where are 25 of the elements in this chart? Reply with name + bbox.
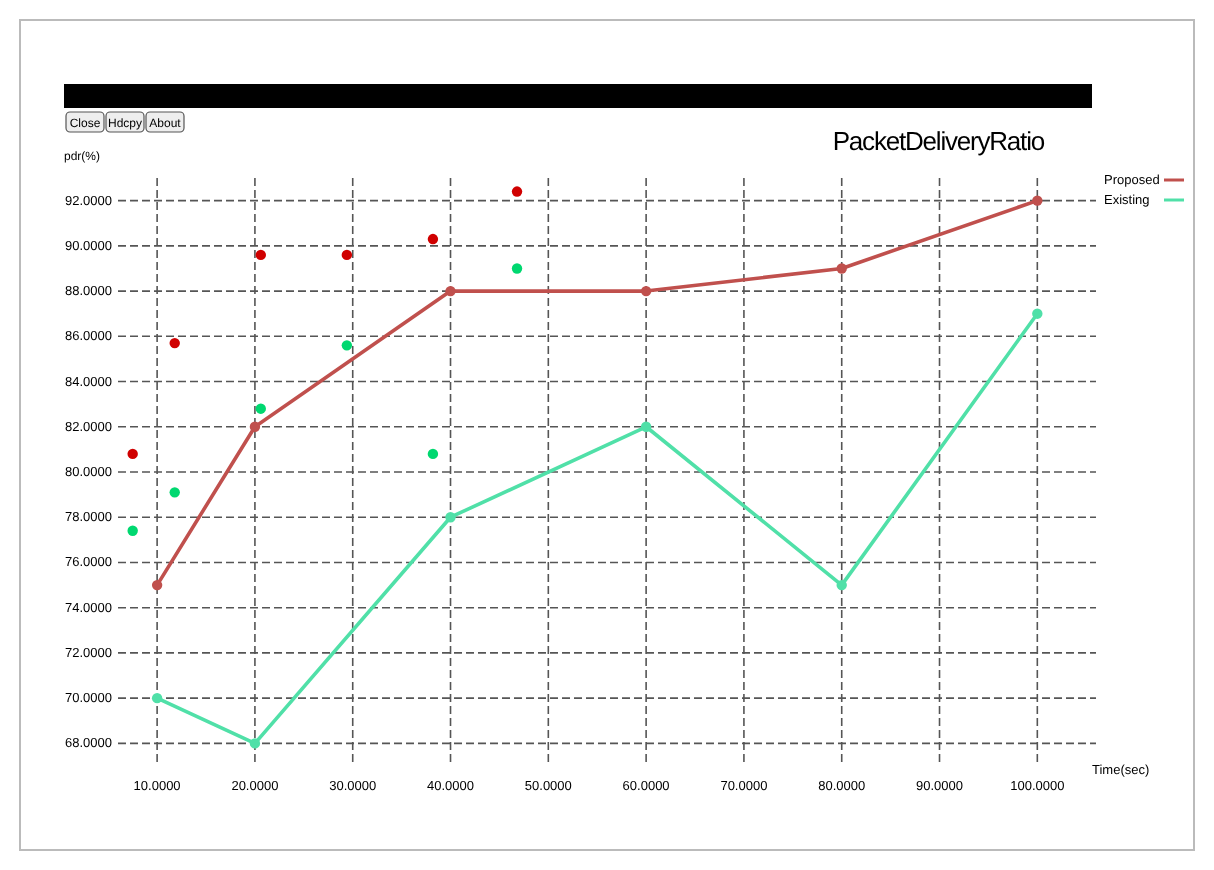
point (836, 263, 847, 274)
point (151, 692, 163, 704)
point (341, 340, 353, 351)
point (1032, 308, 1043, 319)
point (169, 487, 180, 498)
point (127, 525, 138, 536)
point (255, 249, 266, 261)
point (445, 285, 456, 297)
point (836, 579, 847, 591)
point (341, 249, 353, 261)
point (169, 337, 180, 349)
point (127, 448, 138, 460)
point (249, 421, 261, 432)
point (445, 512, 456, 523)
point (640, 285, 652, 297)
point (151, 579, 163, 591)
point (511, 186, 523, 197)
point (1032, 195, 1043, 206)
point (255, 403, 266, 414)
point (511, 263, 523, 274)
point (249, 738, 261, 749)
chart-title: PacketDeliveryRatio (832, 126, 1045, 156)
point (427, 448, 439, 460)
point (640, 421, 652, 432)
point (427, 233, 439, 245)
